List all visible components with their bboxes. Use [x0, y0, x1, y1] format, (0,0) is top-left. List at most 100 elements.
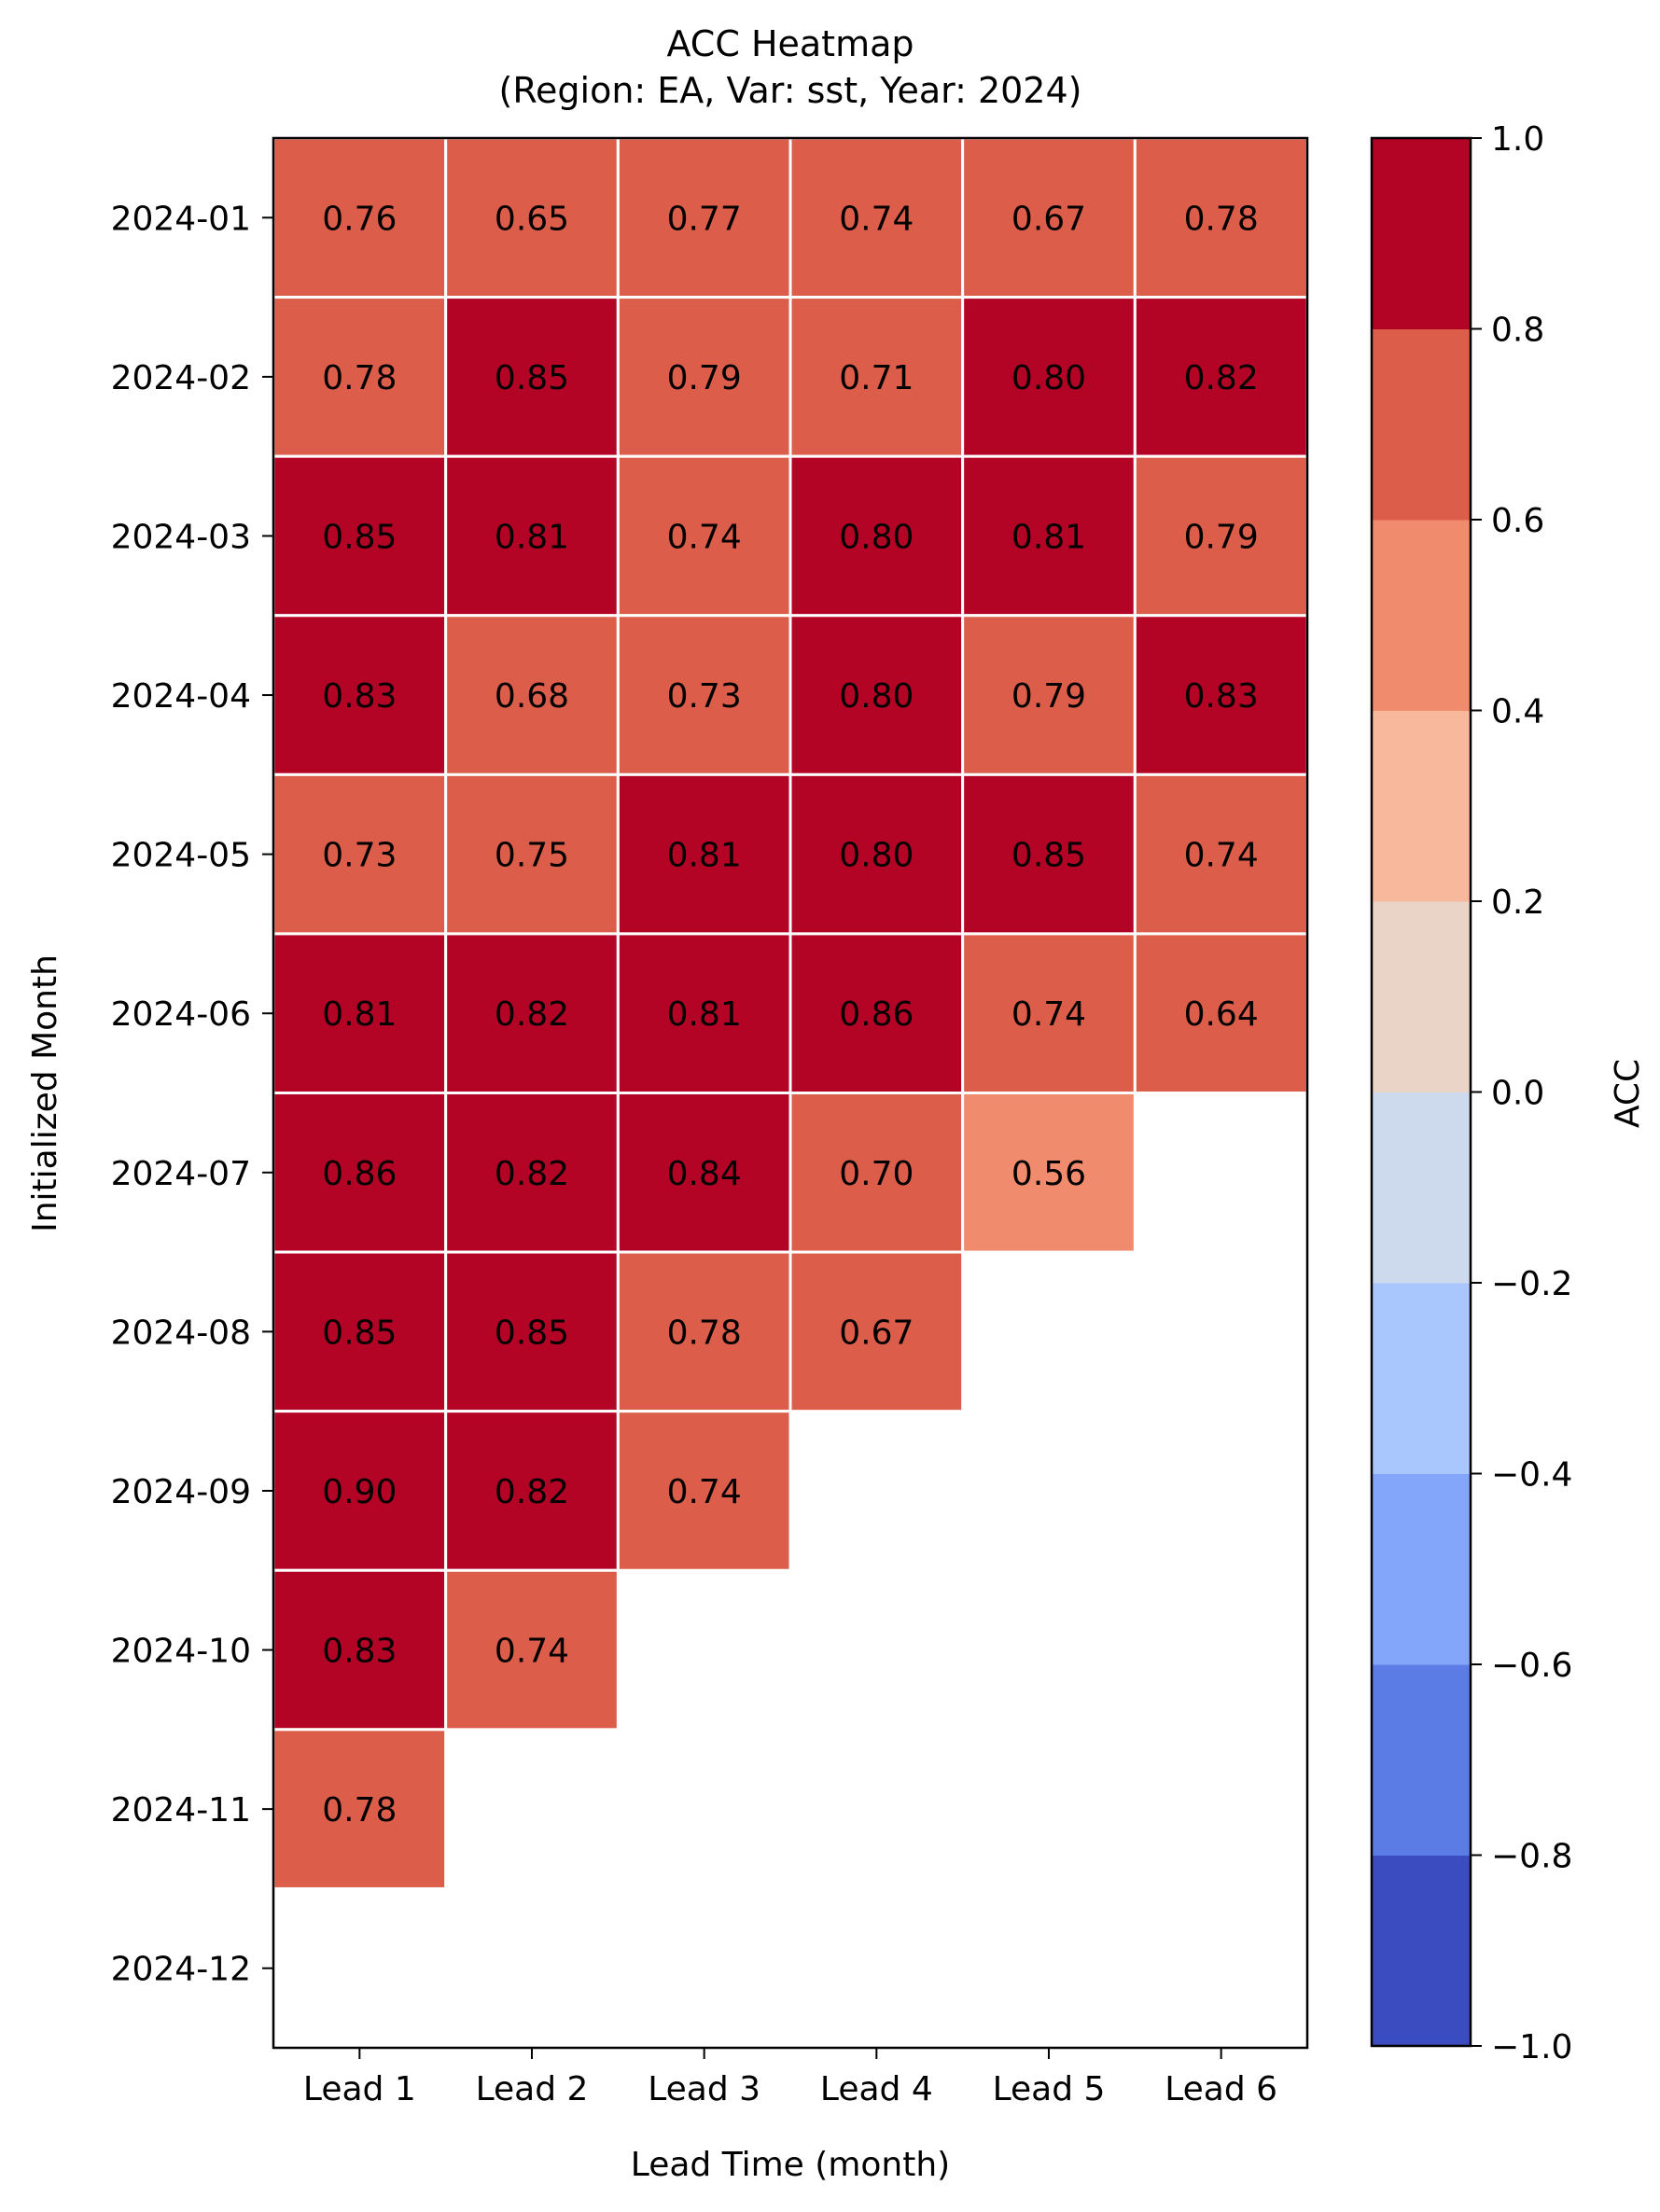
colorbar-ticks: −1.0 −0.8 −0.6 −0.4 −0.2 0.0 0.2 0.4 0.6 0.8 1.0 [1471, 120, 1572, 2066]
cell-value-label: 0.78 [667, 1314, 742, 1352]
heatmap-cell [1133, 454, 1309, 618]
y-axis-label: Initialized Month [26, 954, 64, 1232]
heatmap-cell [1133, 296, 1309, 458]
colorbar-segment [1372, 520, 1471, 711]
colorbar-tick-label: 0.4 [1491, 693, 1544, 731]
x-axis-label: Lead Time (month) [631, 2146, 950, 2184]
colorbar-label: ACC [1609, 1059, 1647, 1128]
cell-value-label: 0.76 [322, 200, 397, 238]
cell-value-label: 0.84 [667, 1155, 742, 1193]
x-axis-ticks: Lead 1 Lead 2 Lead 3 Lead 4 Lead 5 Lead 6 [303, 2048, 1277, 2108]
x-tick-label: Lead 4 [820, 2070, 933, 2108]
cell-value-label: 0.82 [1184, 359, 1259, 397]
colorbar-segment [1372, 328, 1471, 521]
heatmap-cell [272, 1410, 448, 1572]
colorbar-segment [1372, 1092, 1471, 1284]
heatmap-cell [616, 772, 792, 936]
colorbar-tick-label: −0.6 [1491, 1647, 1572, 1685]
cell-value-label: 0.56 [1011, 1155, 1086, 1193]
cell-value-label: 0.83 [1184, 677, 1259, 716]
colorbar-tick-label: 0.2 [1491, 883, 1544, 922]
heatmap-cell [444, 454, 620, 618]
x-tick-label: Lead 1 [303, 2070, 416, 2108]
colorbar-tick-label: 1.0 [1491, 120, 1544, 159]
cell-value-label: 0.74 [667, 518, 742, 556]
heatmap-cell [272, 1568, 448, 1732]
cell-value-label: 0.79 [667, 359, 742, 397]
y-tick-label: 2024-12 [111, 1951, 251, 1989]
cell-value-label: 0.80 [839, 518, 914, 556]
cell-value-label: 0.73 [667, 677, 742, 716]
heatmap-cell [788, 454, 965, 618]
heatmap-cell [272, 1250, 448, 1413]
cell-value-label: 0.80 [839, 677, 914, 716]
heatmap-cell [961, 454, 1137, 618]
y-tick-label: 2024-06 [111, 995, 251, 1034]
cell-value-label: 0.85 [322, 1314, 397, 1352]
y-tick-label: 2024-02 [111, 359, 251, 397]
heatmap-cell [444, 614, 620, 776]
cell-value-label: 0.68 [495, 677, 569, 716]
cell-value-label: 0.74 [495, 1633, 569, 1671]
heatmap-cell [788, 1092, 965, 1254]
cell-value-label: 0.74 [1011, 995, 1086, 1034]
y-tick-label: 2024-11 [111, 1791, 251, 1829]
heatmap-cell [272, 614, 448, 776]
cell-value-label: 0.85 [322, 518, 397, 556]
heatmap-cell [444, 1410, 620, 1572]
cell-value-label: 0.65 [495, 200, 569, 238]
cell-value-label: 0.81 [495, 518, 569, 556]
heatmap-cell [616, 1092, 792, 1254]
cell-value-label: 0.81 [667, 995, 742, 1034]
cell-value-label: 0.74 [839, 200, 914, 238]
y-tick-label: 2024-04 [111, 677, 251, 716]
colorbar-segment [1372, 1283, 1471, 1474]
heatmap-cell [961, 614, 1137, 776]
cell-value-label: 0.77 [667, 200, 742, 238]
heatmap-cell-labels: 0.76 0.65 0.77 0.74 0.67 0.78 0.78 0.85 0.79 0.71… [322, 200, 1258, 1829]
cell-value-label: 0.73 [322, 837, 397, 875]
cell-value-label: 0.82 [495, 995, 569, 1034]
heatmap-cell [272, 932, 448, 1095]
chart-title: ACC Heatmap [666, 23, 914, 64]
heatmap-cell [272, 772, 448, 936]
x-tick-label: Lead 6 [1165, 2070, 1277, 2108]
heatmap-cell [788, 296, 965, 458]
colorbar-tick-label: −0.8 [1491, 1838, 1572, 1876]
heatmap-cell [272, 136, 448, 299]
plot-frame [272, 136, 1309, 2050]
heatmap-cell [272, 1728, 448, 1890]
cell-value-label: 0.85 [495, 359, 569, 397]
cell-value-label: 0.78 [322, 359, 397, 397]
colorbar-segment [1372, 901, 1471, 1092]
y-tick-label: 2024-10 [111, 1633, 251, 1671]
colorbar-segment [1372, 1473, 1471, 1665]
heatmap-cell [616, 614, 792, 776]
cell-value-label: 0.79 [1011, 677, 1086, 716]
colorbar-tick-label: −0.4 [1491, 1456, 1572, 1495]
y-tick-label: 2024-01 [111, 200, 251, 238]
colorbar-segment [1372, 710, 1471, 902]
cell-value-label: 0.86 [839, 995, 914, 1034]
y-tick-label: 2024-05 [111, 837, 251, 875]
colorbar-tick-label: 0.8 [1491, 312, 1544, 350]
cell-value-label: 0.85 [1011, 837, 1086, 875]
colorbar-tick-label: 0.0 [1491, 1075, 1544, 1113]
heatmap-cell [272, 1092, 448, 1254]
heatmap-cells [272, 136, 1309, 1890]
heatmap-cell [1133, 932, 1309, 1095]
y-tick-label: 2024-09 [111, 1473, 251, 1511]
heatmap-cell [961, 1092, 1137, 1254]
cell-value-label: 0.74 [667, 1473, 742, 1511]
cell-value-label: 0.81 [322, 995, 397, 1034]
cell-value-label: 0.70 [839, 1155, 914, 1193]
heatmap-cell [444, 1568, 620, 1732]
chart-subtitle: (Region: EA, Var: sst, Year: 2024) [499, 70, 1082, 111]
colorbar [1370, 136, 1472, 2048]
cell-value-label: 0.81 [667, 837, 742, 875]
y-tick-label: 2024-08 [111, 1314, 251, 1352]
cell-value-label: 0.90 [322, 1473, 397, 1511]
cell-value-label: 0.64 [1184, 995, 1259, 1034]
colorbar-segment [1372, 138, 1471, 329]
x-tick-label: Lead 2 [476, 2070, 589, 2108]
